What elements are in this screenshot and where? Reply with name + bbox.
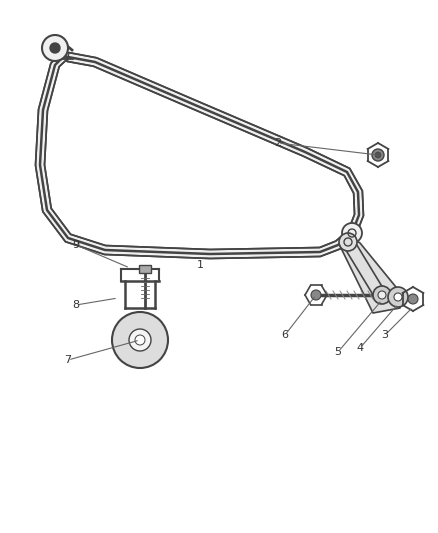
Text: 2: 2 — [275, 138, 282, 148]
Text: 1: 1 — [197, 260, 204, 270]
Circle shape — [129, 329, 151, 351]
Circle shape — [42, 35, 68, 61]
Circle shape — [408, 294, 418, 304]
Circle shape — [394, 293, 402, 301]
Text: 9: 9 — [72, 240, 80, 250]
Circle shape — [339, 233, 357, 251]
Text: 7: 7 — [64, 355, 71, 365]
Circle shape — [388, 287, 408, 307]
Circle shape — [112, 312, 168, 368]
Text: 5: 5 — [335, 347, 342, 357]
Polygon shape — [35, 52, 364, 259]
Text: 4: 4 — [357, 343, 364, 353]
Circle shape — [342, 223, 362, 243]
Circle shape — [373, 286, 391, 304]
Text: 6: 6 — [282, 330, 289, 340]
Circle shape — [378, 291, 386, 299]
Text: 8: 8 — [72, 300, 80, 310]
Text: 3: 3 — [381, 330, 389, 340]
Circle shape — [372, 149, 384, 161]
Circle shape — [135, 335, 145, 345]
Circle shape — [311, 290, 321, 300]
Circle shape — [50, 43, 60, 53]
FancyBboxPatch shape — [139, 265, 151, 273]
Circle shape — [375, 152, 381, 158]
Polygon shape — [340, 233, 400, 313]
Polygon shape — [343, 239, 387, 301]
